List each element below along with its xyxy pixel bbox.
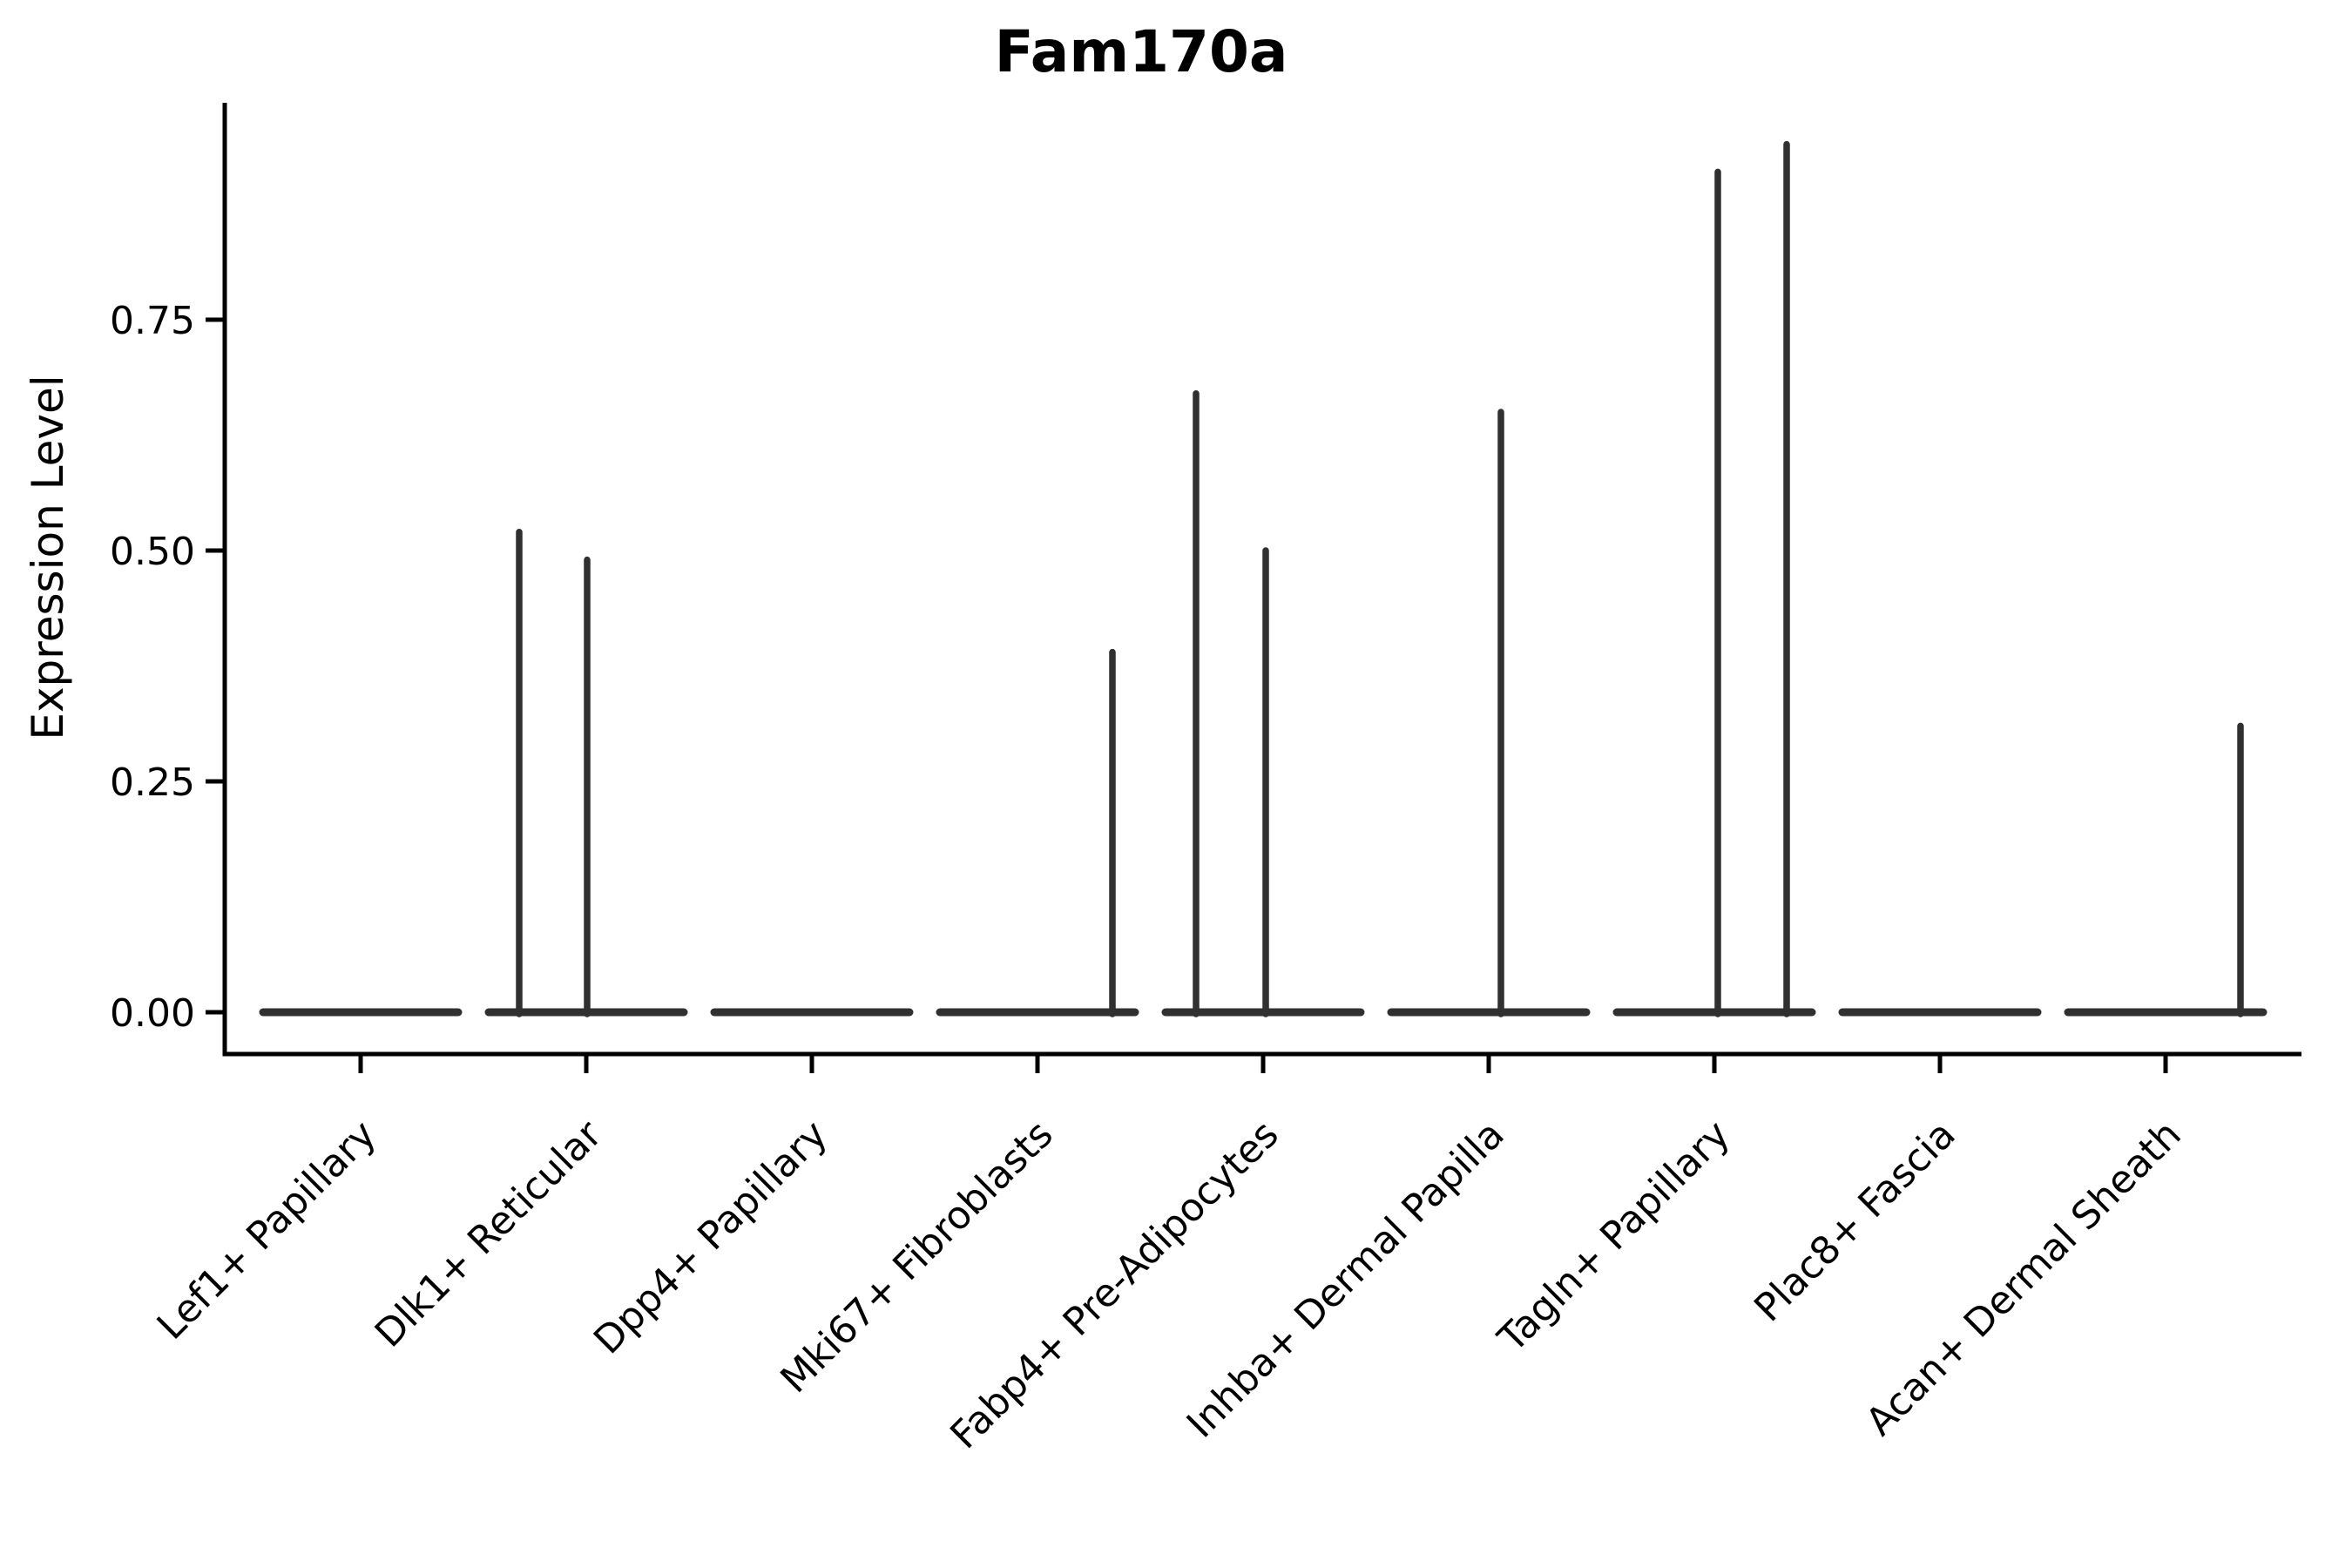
- chart-title: Fam170a: [995, 18, 1288, 85]
- y-axis-label: Expression Level: [23, 375, 73, 740]
- y-tick-label: 0.00: [110, 991, 195, 1036]
- violin: [1161, 390, 1365, 1017]
- violin: [484, 529, 688, 1017]
- y-tick-label: 0.75: [110, 299, 195, 343]
- violin: [1387, 409, 1591, 1017]
- y-tick-label: 0.25: [110, 760, 195, 805]
- violin: [1612, 140, 1816, 1017]
- violin: [2064, 722, 2268, 1017]
- y-tick-label: 0.50: [110, 530, 195, 574]
- violin: [936, 648, 1139, 1017]
